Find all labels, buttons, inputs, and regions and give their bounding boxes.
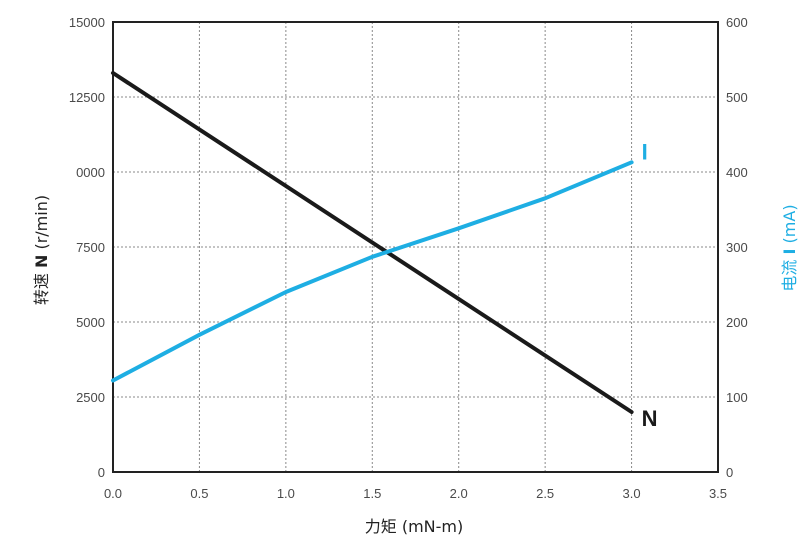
- y-right-axis-title: 电流 I (mA): [780, 204, 799, 291]
- y-right-tick-label: 500: [726, 90, 748, 105]
- y-left-tick-label: 15000: [69, 15, 105, 30]
- y-right-title-symbol: I: [780, 249, 799, 255]
- y-left-title-unit: (r/min): [32, 195, 51, 255]
- x-tick-label: 2.5: [536, 486, 554, 501]
- x-tick-label: 1.0: [277, 486, 295, 501]
- x-tick-label: 0.5: [190, 486, 208, 501]
- x-tick-label: 0.0: [104, 486, 122, 501]
- series-line-n: [111, 71, 634, 414]
- y-left-tick-label: 5000: [76, 315, 105, 330]
- y-right-tick-label: 400: [726, 165, 748, 180]
- series-line-i: [111, 160, 634, 383]
- y-left-tick-label: 2500: [76, 390, 105, 405]
- y-left-axis-ticks: 0 2500 5000 7500 0000 12500 15000: [69, 15, 105, 480]
- y-left-tick-label: 0000: [76, 165, 105, 180]
- y-left-axis-title: 转速 N (r/min): [32, 195, 51, 305]
- series-labels: NI: [642, 139, 658, 431]
- x-tick-label: 2.0: [450, 486, 468, 501]
- y-right-axis-ticks: 0 100 200 300 400 500 600: [726, 15, 748, 480]
- y-right-tick-label: 100: [726, 390, 748, 405]
- y-left-tick-label: 7500: [76, 240, 105, 255]
- y-left-tick-label: 0: [98, 465, 105, 480]
- y-right-tick-label: 300: [726, 240, 748, 255]
- series-layer: [111, 71, 634, 414]
- x-axis-ticks: 0.0 0.5 1.0 1.5 2.0 2.5 3.0 3.5: [104, 486, 727, 501]
- x-tick-label: 3.5: [709, 486, 727, 501]
- series-label-n: N: [642, 406, 658, 431]
- x-axis-title: 力矩 (mN-m): [365, 517, 464, 536]
- y-right-title-unit: (mA): [780, 204, 799, 248]
- y-right-tick-label: 0: [726, 465, 733, 480]
- y-left-title-symbol: N: [32, 255, 51, 268]
- y-right-tick-label: 600: [726, 15, 748, 30]
- x-tick-label: 1.5: [363, 486, 381, 501]
- series-label-i: I: [642, 139, 648, 164]
- y-right-tick-label: 200: [726, 315, 748, 330]
- y-right-title-prefix: 电流: [780, 254, 799, 291]
- y-left-title-prefix: 转速: [32, 268, 51, 305]
- plot-frame: [112, 21, 719, 473]
- x-tick-label: 3.0: [623, 486, 641, 501]
- y-left-tick-label: 12500: [69, 90, 105, 105]
- grid: [113, 22, 718, 472]
